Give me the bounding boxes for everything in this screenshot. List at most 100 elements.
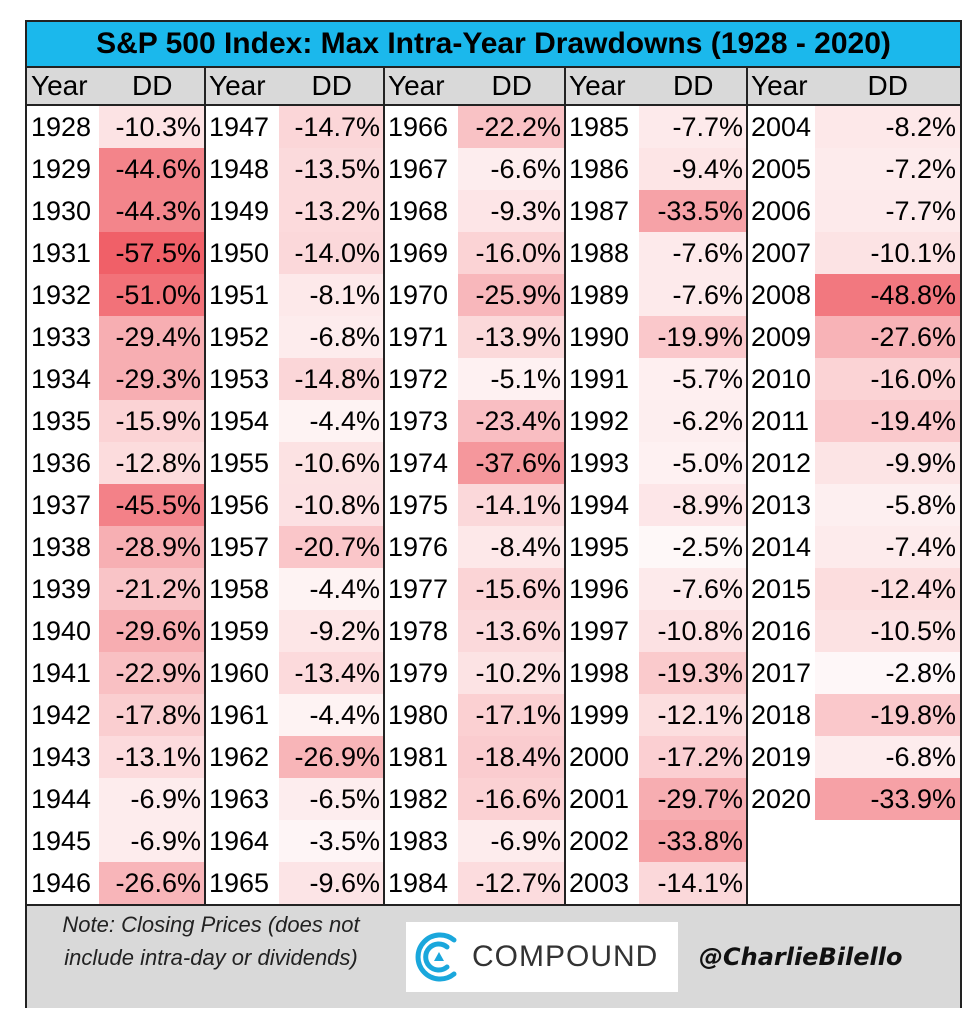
- column-divider: [564, 68, 566, 904]
- drawdown-cell: -33.8%: [639, 820, 747, 862]
- drawdown-cell: -23.4%: [458, 400, 565, 442]
- year-cell: 1966: [388, 112, 449, 142]
- drawdown-cell: -9.6%: [279, 862, 384, 904]
- drawdown-cell: -7.6%: [639, 568, 747, 610]
- year-cell: 1996: [569, 574, 630, 604]
- table-footer: Note: Closing Prices (does not include i…: [27, 904, 960, 1008]
- drawdown-cell: -7.6%: [639, 232, 747, 274]
- year-cell: 1944: [31, 784, 92, 814]
- header-dd: DD: [867, 70, 908, 101]
- year-cell: 2010: [751, 364, 812, 394]
- header-year: Year: [209, 70, 266, 101]
- year-cell: 2019: [751, 742, 812, 772]
- year-cell: 1929: [31, 154, 92, 184]
- year-cell: 1974: [388, 448, 449, 478]
- drawdown-cell: -20.7%: [279, 526, 384, 568]
- year-cell: 1973: [388, 406, 449, 436]
- column-header-1: Year DD: [27, 68, 205, 106]
- drawdown-cell: -33.9%: [815, 778, 960, 820]
- drawdown-cell: -14.8%: [279, 358, 384, 400]
- author-handle: @CharlieBilello: [699, 943, 903, 971]
- drawdown-cell: -9.4%: [639, 148, 747, 190]
- year-cell: 2013: [751, 490, 812, 520]
- year-cell: 1931: [31, 238, 92, 268]
- drawdown-cell: -13.9%: [458, 316, 565, 358]
- drawdown-cell: -28.9%: [99, 526, 205, 568]
- year-cell: 1984: [388, 868, 449, 898]
- year-cell: 1961: [209, 700, 270, 730]
- drawdown-cell: -7.6%: [639, 274, 747, 316]
- year-cell: 1971: [388, 322, 449, 352]
- compound-logo: COMPOUND: [406, 922, 678, 992]
- header-year: Year: [569, 70, 626, 101]
- year-cell: 1947: [209, 112, 270, 142]
- year-cell: 1993: [569, 448, 630, 478]
- drawdown-cell: -8.4%: [458, 526, 565, 568]
- drawdown-cell: -12.1%: [639, 694, 747, 736]
- column-header-5: Year DD: [747, 68, 960, 106]
- year-cell: 1957: [209, 532, 270, 562]
- drawdown-cell: -22.2%: [458, 106, 565, 148]
- year-cell: 1964: [209, 826, 270, 856]
- compound-logo-text: COMPOUND: [472, 940, 659, 973]
- drawdown-cell: -5.1%: [458, 358, 565, 400]
- drawdown-cell: -18.4%: [458, 736, 565, 778]
- drawdown-cell: -5.7%: [639, 358, 747, 400]
- year-cell: 2011: [751, 406, 810, 436]
- drawdown-cell: -6.8%: [279, 316, 384, 358]
- drawdown-cell: -29.6%: [99, 610, 205, 652]
- year-cell: 1945: [31, 826, 92, 856]
- year-cell: 1953: [209, 364, 270, 394]
- drawdown-cell: -14.1%: [458, 484, 565, 526]
- year-cell: 1999: [569, 700, 630, 730]
- year-cell: 1963: [209, 784, 270, 814]
- year-cell: 1989: [569, 280, 630, 310]
- year-cell: 2015: [751, 574, 812, 604]
- year-cell: 1977: [388, 574, 449, 604]
- year-cell: 1981: [388, 742, 449, 772]
- drawdown-cell: -6.9%: [99, 778, 205, 820]
- drawdown-cell: -8.2%: [815, 106, 960, 148]
- drawdown-cell: -48.8%: [815, 274, 960, 316]
- drawdown-cell: -5.8%: [815, 484, 960, 526]
- drawdown-cell: -27.6%: [815, 316, 960, 358]
- drawdown-cell: -19.8%: [815, 694, 960, 736]
- year-cell: 1952: [209, 322, 270, 352]
- year-cell: 1937: [31, 490, 92, 520]
- year-cell: 1935: [31, 406, 92, 436]
- drawdown-cell: -10.8%: [279, 484, 384, 526]
- year-cell: 1983: [388, 826, 449, 856]
- year-cell: 1970: [388, 280, 449, 310]
- year-cell: 1932: [31, 280, 92, 310]
- year-cell: 1956: [209, 490, 270, 520]
- header-year: Year: [388, 70, 445, 101]
- year-cell: 1936: [31, 448, 92, 478]
- year-cell: 2002: [569, 826, 630, 856]
- drawdown-cell: -6.9%: [99, 820, 205, 862]
- table-title: S&P 500 Index: Max Intra-Year Drawdowns …: [27, 22, 960, 68]
- drawdown-cell: -13.4%: [279, 652, 384, 694]
- year-cell: 1968: [388, 196, 449, 226]
- year-cell: 1939: [31, 574, 92, 604]
- year-cell: 1928: [31, 112, 92, 142]
- year-cell: 1972: [388, 364, 449, 394]
- drawdown-cell: -5.0%: [639, 442, 747, 484]
- year-cell: 2005: [751, 154, 812, 184]
- drawdown-cell: -14.0%: [279, 232, 384, 274]
- drawdown-cell: -8.1%: [279, 274, 384, 316]
- drawdown-cell: -10.6%: [279, 442, 384, 484]
- drawdown-cell: -9.2%: [279, 610, 384, 652]
- header-year: Year: [751, 70, 808, 101]
- year-cell: 1986: [569, 154, 630, 184]
- drawdown-cell: -15.9%: [99, 400, 205, 442]
- drawdown-cell: -2.8%: [815, 652, 960, 694]
- year-cell: 2020: [751, 784, 812, 814]
- drawdown-cell: -15.6%: [458, 568, 565, 610]
- drawdown-cell: -7.4%: [815, 526, 960, 568]
- year-cell: 1969: [388, 238, 449, 268]
- year-cell: 1988: [569, 238, 630, 268]
- drawdown-table: S&P 500 Index: Max Intra-Year Drawdowns …: [25, 20, 962, 1008]
- year-cell: 2006: [751, 196, 812, 226]
- drawdown-cell: -57.5%: [99, 232, 205, 274]
- drawdown-cell: -16.0%: [458, 232, 565, 274]
